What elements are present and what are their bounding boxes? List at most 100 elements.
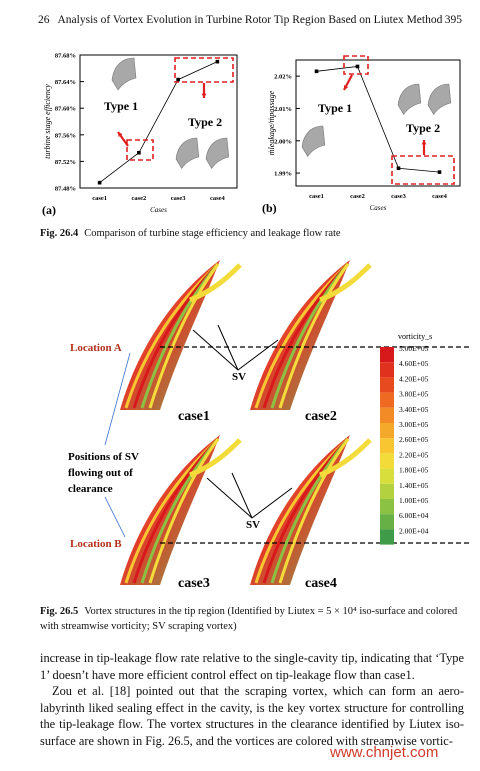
location-label: Location B bbox=[70, 538, 122, 550]
highlight-box bbox=[343, 55, 369, 75]
arrow-head bbox=[201, 93, 207, 98]
legend-label: 2.20E+05 bbox=[399, 450, 429, 459]
note-text: Positions of SV bbox=[68, 451, 139, 463]
vortex-streak bbox=[278, 438, 350, 584]
caption: Fig. 26.5 Vortex structures in the tip re… bbox=[40, 604, 464, 634]
vortex-streak bbox=[278, 263, 350, 409]
legend-label: 4.60E+05 bbox=[399, 359, 429, 368]
case-label: case2 bbox=[305, 409, 337, 424]
sv-arrow bbox=[206, 477, 253, 519]
blade-icon bbox=[427, 83, 452, 115]
location-label: Location A bbox=[70, 342, 122, 354]
y-axis-label: turbine stage efficiency bbox=[43, 84, 52, 159]
x-tick-label: case4 bbox=[432, 193, 448, 200]
y-tick-label: 87.68% bbox=[55, 53, 76, 60]
y-tick-label: 1.99% bbox=[274, 171, 292, 178]
case-label: case1 bbox=[178, 409, 210, 424]
caption-label: Fig. 26.5 bbox=[40, 606, 79, 617]
data-line bbox=[99, 61, 218, 183]
legend-title: vorticity_s bbox=[398, 332, 432, 341]
x-tick-label: case1 bbox=[92, 195, 107, 202]
annotation: Type 2 bbox=[406, 121, 440, 135]
data-line bbox=[316, 66, 440, 173]
sv-arrow bbox=[251, 487, 293, 519]
arrow-head bbox=[343, 85, 349, 90]
blade-icon bbox=[397, 83, 422, 115]
paragraph: Zou et al. [18] pointed out that the scr… bbox=[40, 684, 464, 748]
caption: Fig. 26.4 Comparison of turbine stage eff… bbox=[40, 226, 464, 241]
data-point bbox=[215, 59, 220, 64]
legend-swatch bbox=[380, 514, 394, 530]
y-tick-label: 87.60% bbox=[55, 106, 76, 113]
data-point bbox=[396, 166, 401, 171]
vortex-streak bbox=[148, 263, 220, 409]
legend-swatch bbox=[380, 362, 394, 378]
legend-label: 3.40E+05 bbox=[399, 405, 429, 414]
data-point bbox=[314, 69, 319, 74]
charts: 87.48% 87.52% 87.56% 87.60% 87.64% 87.68% case… bbox=[42, 53, 461, 217]
x-tick-label: case3 bbox=[171, 195, 187, 202]
running-head: 26 Analysis of Vortex Evolution in Turbi… bbox=[38, 14, 442, 26]
legend-swatch bbox=[380, 423, 394, 439]
y-tick-label: 2.02% bbox=[274, 74, 292, 81]
vortex-tail bbox=[319, 263, 372, 303]
legend-label: 6.00E+04 bbox=[399, 511, 429, 520]
legend-swatch bbox=[380, 453, 394, 469]
sv-arrow bbox=[237, 339, 279, 371]
data-point bbox=[176, 77, 180, 82]
sv-arrow bbox=[231, 472, 253, 519]
panel-label: (b) bbox=[262, 201, 277, 215]
legend-label: 1.00E+05 bbox=[399, 496, 429, 505]
caption-text: Comparison of turbine stage efficiency a… bbox=[84, 228, 341, 239]
arrow-head bbox=[118, 132, 123, 137]
blade-icon bbox=[205, 137, 230, 169]
y-tick-label: 87.64% bbox=[55, 79, 76, 86]
legend-swatch bbox=[380, 377, 394, 393]
blade-icon bbox=[301, 125, 326, 157]
arrow-head bbox=[421, 140, 427, 145]
annotation: Type 1 bbox=[318, 101, 352, 115]
sv-arrow bbox=[192, 329, 239, 371]
case-label: case4 bbox=[305, 576, 337, 591]
legend-swatch bbox=[380, 499, 394, 515]
note-text: flowing out of bbox=[68, 467, 133, 479]
data-point bbox=[355, 64, 360, 69]
legend-swatch bbox=[380, 483, 394, 499]
vortex-streak bbox=[148, 438, 220, 584]
x-tick-label: case1 bbox=[309, 193, 324, 200]
legend-label: 1.80E+05 bbox=[399, 466, 429, 475]
panel-label: (a) bbox=[42, 203, 56, 217]
sv-label: SV bbox=[246, 519, 260, 531]
vortex-tail bbox=[189, 263, 242, 303]
caption-text: Vortex structures in the tip region (Ide… bbox=[40, 606, 458, 632]
y-tick-label: 2.01% bbox=[274, 106, 292, 113]
chapter-number: 26 bbox=[38, 14, 50, 26]
page-number: 395 bbox=[444, 14, 462, 26]
legend-swatch bbox=[380, 347, 394, 363]
legend-label: 2.60E+05 bbox=[399, 435, 429, 444]
body-text: increase in tip-leakage flow rate relati… bbox=[40, 650, 464, 750]
vortex-figure: Location A Location B SV SV case1 case2 case3 c… bbox=[68, 260, 470, 591]
x-tick-label: case4 bbox=[210, 195, 226, 202]
plot-frame bbox=[295, 59, 461, 187]
blade-icon bbox=[175, 137, 200, 169]
note-arrow bbox=[104, 352, 131, 446]
paragraph: increase in tip-leakage flow rate relati… bbox=[40, 651, 464, 682]
x-axis-label: Cases bbox=[370, 204, 387, 212]
highlight-box bbox=[174, 57, 234, 83]
note-text: clearance bbox=[68, 483, 113, 495]
legend-label: 3.00E+05 bbox=[399, 420, 429, 429]
legend-label: 2.00E+04 bbox=[399, 526, 429, 535]
data-point bbox=[137, 150, 141, 155]
data-point bbox=[437, 170, 442, 174]
vortex-tail bbox=[189, 438, 242, 478]
y-tick-label: 87.52% bbox=[55, 159, 76, 166]
legend-swatch bbox=[380, 468, 394, 484]
x-tick-label: case2 bbox=[131, 195, 146, 202]
legend-label: 5.00E+05 bbox=[399, 344, 429, 353]
case-label: case3 bbox=[178, 576, 210, 591]
legend-swatch bbox=[380, 407, 394, 423]
highlight-box bbox=[391, 155, 455, 185]
y-tick-label: 2.00% bbox=[274, 138, 292, 145]
